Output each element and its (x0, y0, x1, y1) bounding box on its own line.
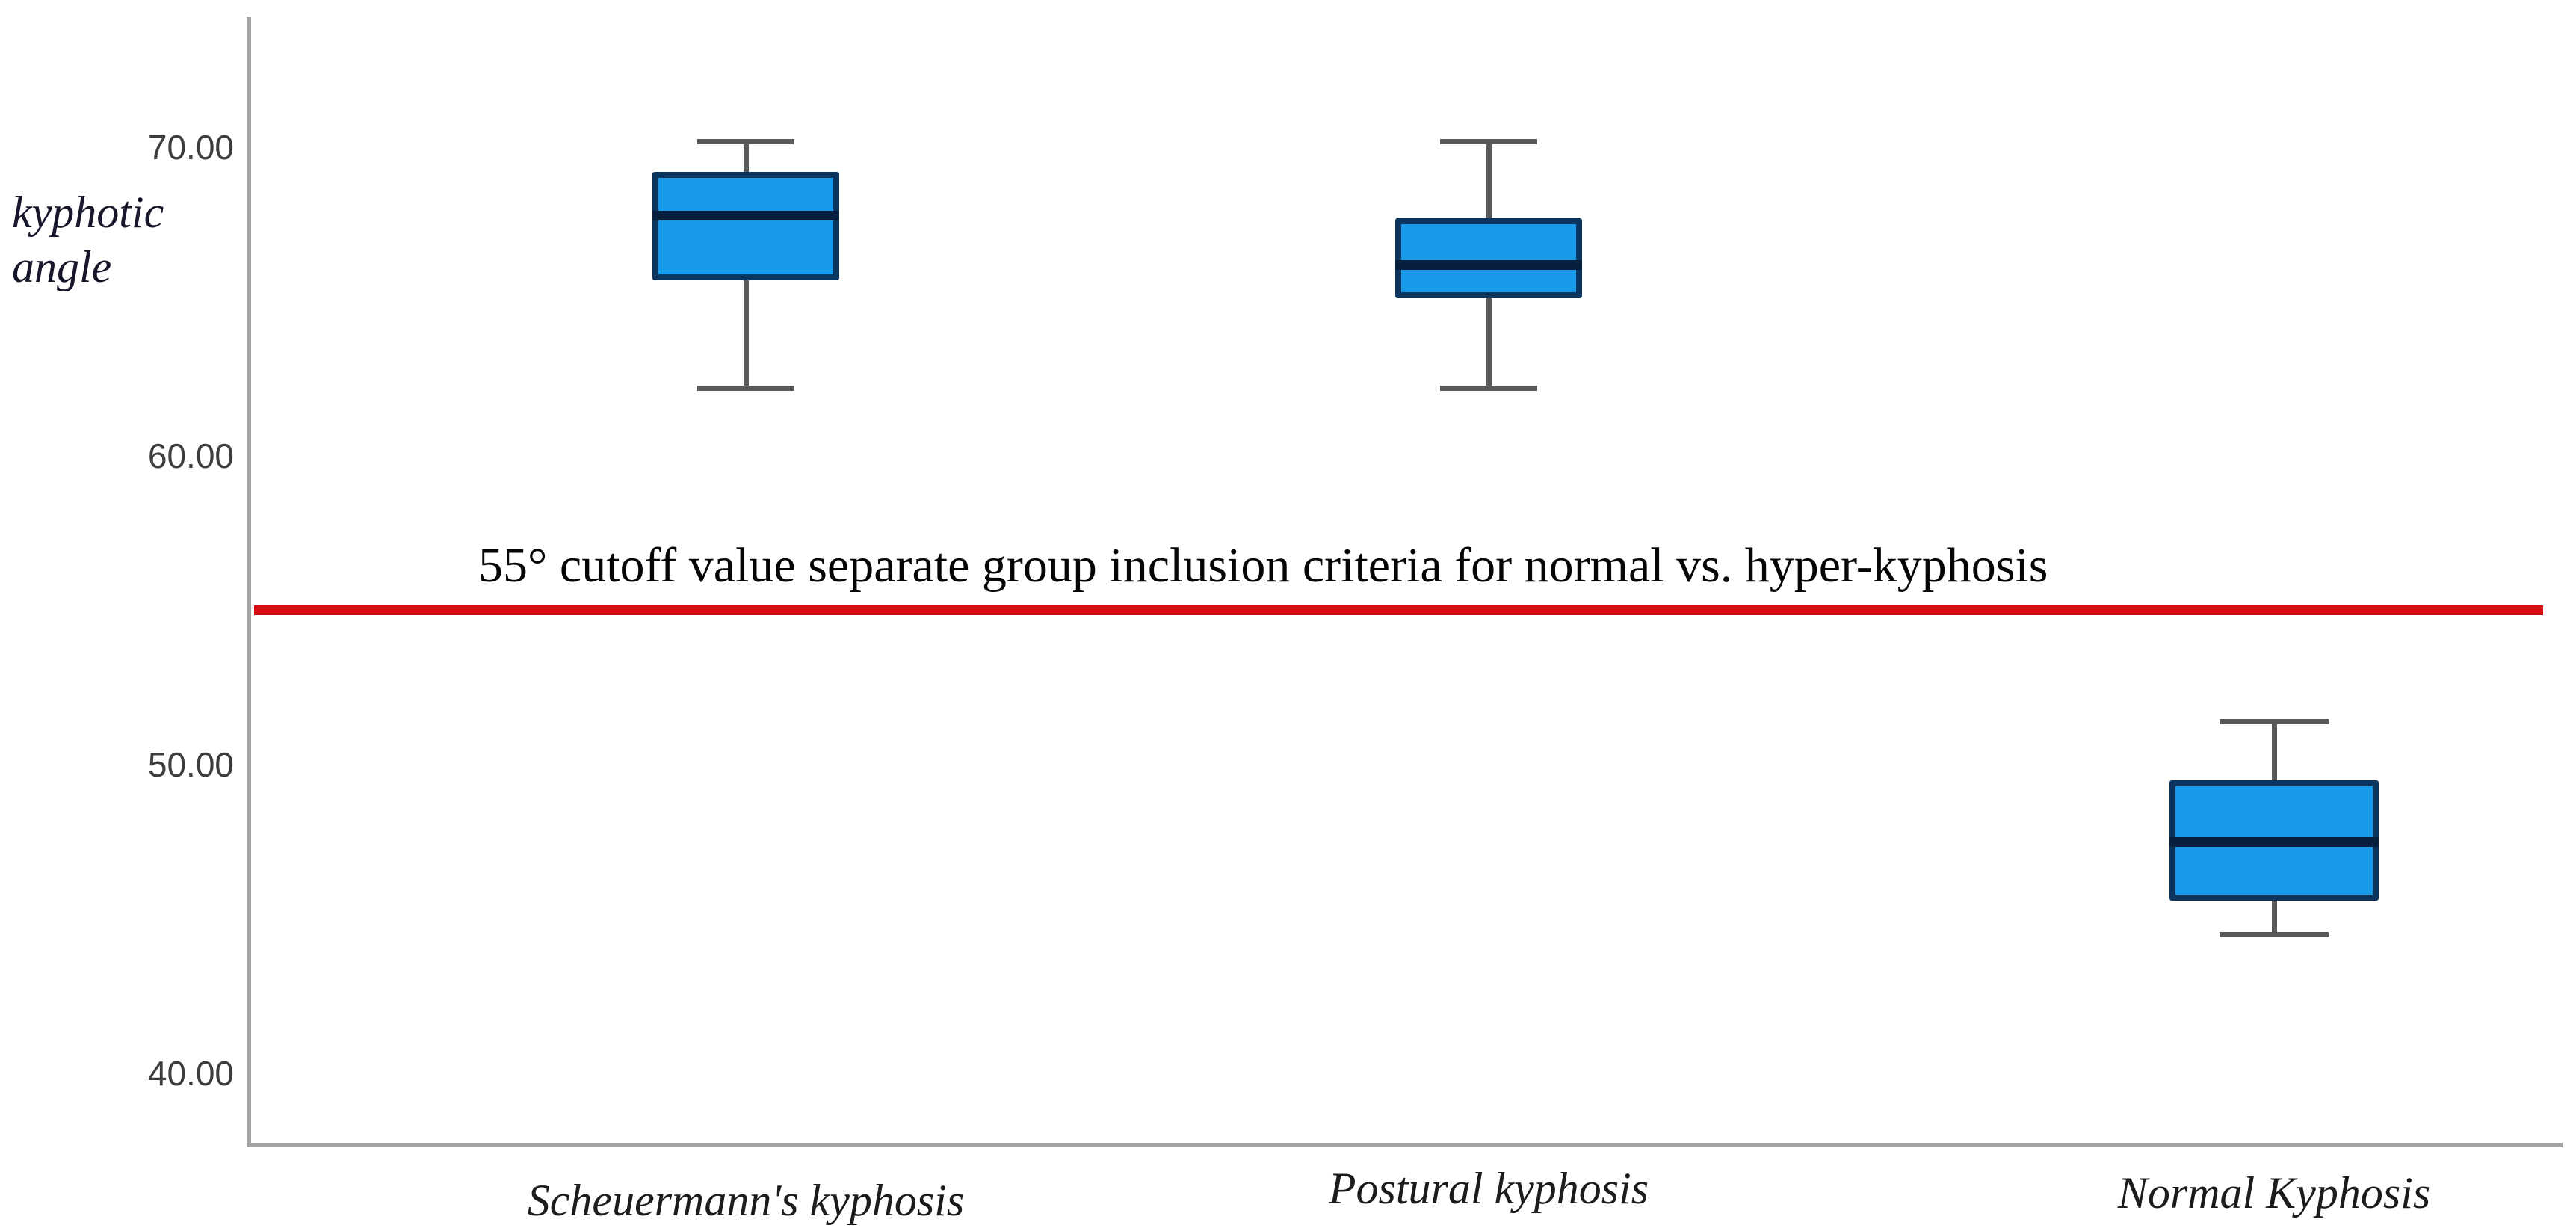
upper-whisker-cap (2220, 719, 2329, 725)
lower-whisker-cap (1440, 386, 1537, 392)
iqr-box (1395, 217, 1582, 299)
lower-whisker-cap (2220, 932, 2329, 938)
y-tick-label: 40.00 (147, 1054, 234, 1093)
upper-whisker-cap (1440, 138, 1537, 144)
upper-whisker-cap (697, 138, 794, 144)
x-category-label: Postural kyphosis (1328, 1164, 1649, 1213)
median-line (1395, 259, 1582, 270)
lower-whisker-cap (697, 386, 794, 392)
y-tick-label: 50.00 (147, 745, 234, 784)
y-tick-label: 60.00 (147, 436, 234, 475)
y-tick-label: 70.00 (147, 128, 234, 167)
y-axis-title-line2: angle (12, 242, 112, 292)
upper-whisker-line (1486, 141, 1492, 218)
iqr-box (652, 172, 839, 280)
cutoff-reference-line (254, 605, 2543, 615)
median-line (2169, 837, 2379, 848)
y-axis-title: kyphotic angle (12, 185, 164, 294)
upper-whisker-line (2272, 721, 2277, 780)
x-category-label: Scheuermann's kyphosis (527, 1176, 965, 1225)
lower-whisker-line (2272, 900, 2277, 935)
upper-whisker-line (744, 141, 749, 173)
y-axis-line (247, 17, 251, 1145)
lower-whisker-line (744, 280, 749, 389)
x-axis-line (247, 1143, 2563, 1147)
x-category-label: Normal Kyphosis (2117, 1168, 2431, 1218)
y-axis-title-line1: kyphotic (12, 188, 164, 237)
cutoff-annotation: 55° cutoff value separate group inclusio… (478, 537, 2048, 593)
median-line (652, 210, 839, 220)
lower-whisker-line (1486, 298, 1492, 389)
